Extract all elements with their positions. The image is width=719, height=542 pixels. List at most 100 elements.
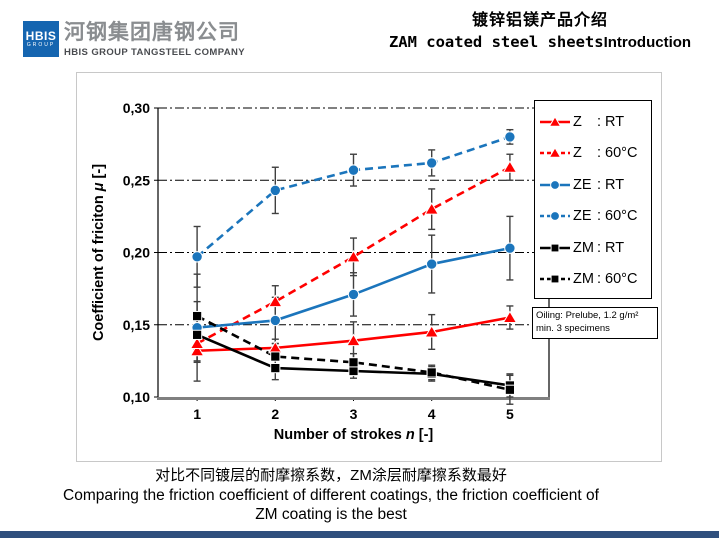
legend-swatch-icon <box>540 211 570 222</box>
slide-title-cn: 镀锌铝镁产品介绍 <box>471 12 608 29</box>
oiling-note-box: Oiling: Prelube, 1.2 g/m² min. 3 specime… <box>532 307 658 339</box>
square-marker <box>270 363 281 374</box>
x-tick-label: 1 <box>193 406 201 422</box>
legend-series-name: ZM <box>573 271 594 288</box>
legend-item-ZM-RT: ZM: RT <box>535 232 651 264</box>
square-marker <box>192 329 203 340</box>
oiling-note-line1: Oiling: Prelube, 1.2 g/m² <box>536 310 639 321</box>
square-marker <box>550 243 560 253</box>
logo-text: 河钢集团唐钢公司 HBIS GROUP TANGSTEEL COMPANY <box>64 21 245 58</box>
square-marker <box>348 365 359 377</box>
triangle-marker <box>424 202 440 215</box>
legend-item-ZE-RT: ZE : RT <box>535 169 651 201</box>
square-marker <box>426 367 437 378</box>
slide-title-en-intro: Introduction <box>603 34 692 51</box>
series-line-ZM-60C <box>196 314 511 392</box>
friction-chart: 0,10 0,15 0,20 0,25 0,30 1 2 3 4 5 Coefficient of … <box>76 72 662 462</box>
slide-title: 镀锌铝镁产品介绍 ZAM coated steel sheetsIntroduc… <box>350 6 719 51</box>
y-tick-label: 0,20 <box>123 245 150 261</box>
legend-swatch-icon <box>540 179 570 190</box>
slide-title-en-mono: ZAM coated steel sheets <box>388 33 604 51</box>
square-marker <box>550 274 560 284</box>
legend-series-condition: : 60°C <box>597 145 638 162</box>
caption-en-line1: Comparing the friction coefficient of di… <box>63 487 599 504</box>
circle-marker <box>550 179 560 190</box>
legend-series-name: ZE <box>573 208 592 225</box>
slide-title-en: ZAM coated steel sheetsIntroduction <box>350 33 719 51</box>
y-tick-label: 0,25 <box>123 172 150 188</box>
legend-series-name: ZE <box>573 176 592 193</box>
legend-item-ZM-60C: ZM: 60°C <box>535 264 651 296</box>
footer-bar <box>0 531 719 538</box>
caption-en-line2: ZM coating is the best <box>255 506 407 523</box>
company-logo: HBIS GROUP 河钢集团唐钢公司 HBIS GROUP TANGSTEEL… <box>23 21 245 58</box>
y-tick-label: 0,30 <box>123 100 150 116</box>
legend-swatch-icon <box>540 274 570 284</box>
legend-series-name: Z <box>573 145 582 162</box>
triangle-marker <box>346 249 361 263</box>
legend-label: ZE : RT <box>573 177 624 193</box>
triangle-marker <box>346 333 361 347</box>
company-name-cn: 河钢集团唐钢公司 <box>64 21 240 44</box>
legend-series-condition: : RT <box>597 239 625 256</box>
chart-legend: Z: RT Z: 60°C ZE: RT ZE: 60°C ZM: RT ZM: 60°C <box>534 100 652 299</box>
x-tick-label: 3 <box>350 406 358 422</box>
x-tick-label: 2 <box>271 406 279 422</box>
square-marker <box>270 351 281 362</box>
triangle-marker <box>424 324 440 338</box>
x-tick-label: 5 <box>506 406 514 422</box>
legend-label: ZE : 60°C <box>573 208 637 224</box>
legend-series-condition: : RT <box>597 113 625 130</box>
legend-item-ZE-60C: ZE : 60°C <box>535 201 651 233</box>
triangle-marker <box>189 336 205 350</box>
legend-item-Z-60C: Z : 60°C <box>535 138 651 170</box>
legend-series-condition: : 60°C <box>597 271 638 288</box>
circle-marker <box>269 314 282 327</box>
legend-swatch-icon <box>540 115 570 127</box>
triangle-marker <box>548 115 562 127</box>
hbis-logo-icon: HBIS GROUP <box>23 21 59 57</box>
logo-hbis-text: HBIS <box>25 28 57 43</box>
circle-marker <box>504 242 516 254</box>
triangle-marker <box>502 160 518 173</box>
series-line-Z-60C <box>196 166 511 345</box>
legend-label: ZM: RT <box>573 240 624 256</box>
legend-series-condition: : 60°C <box>597 208 638 225</box>
circle-marker <box>347 288 360 301</box>
circle-marker <box>426 258 438 270</box>
legend-swatch-icon <box>540 147 570 158</box>
company-name-en: HBIS GROUP TANGSTEEL COMPANY <box>64 47 245 58</box>
logo-group-text: GROUP <box>26 41 56 48</box>
legend-label: Z : 60°C <box>573 145 637 161</box>
y-tick-label: 0,10 <box>123 389 150 405</box>
legend-swatch-icon <box>540 243 570 253</box>
triangle-marker <box>548 147 562 158</box>
x-axis-title: Number of strokes n [-] <box>274 427 434 443</box>
caption-cn: 对比不同镀层的耐摩擦系数，ZM涂层耐摩擦系数最好 <box>155 467 507 484</box>
square-marker <box>504 384 515 395</box>
chart-plot-area: 0,10 0,15 0,20 0,25 0,30 1 2 3 4 5 Coefficient of … <box>91 100 550 443</box>
legend-series-name: ZM <box>573 239 594 256</box>
circle-marker <box>347 164 360 176</box>
y-axis-title: Coefficient of friciton μ [-] <box>91 164 107 341</box>
legend-label: ZM: 60°C <box>573 271 637 287</box>
circle-marker <box>426 157 438 169</box>
x-tick-label: 4 <box>428 406 436 422</box>
circle-marker <box>191 251 203 263</box>
circle-marker <box>550 211 560 222</box>
circle-marker <box>504 131 516 143</box>
y-tick-label: 0,15 <box>123 317 150 333</box>
caption: 对比不同镀层的耐摩擦系数，ZM涂层耐摩擦系数最好 Comparing the f… <box>0 466 662 524</box>
triangle-marker <box>267 294 283 308</box>
square-marker <box>192 310 203 322</box>
circle-marker <box>269 184 282 197</box>
legend-series-name: Z <box>573 113 582 130</box>
square-marker <box>348 357 359 368</box>
triangle-marker <box>189 343 205 357</box>
legend-label: Z : RT <box>573 114 624 130</box>
legend-series-condition: : RT <box>597 176 625 193</box>
oiling-note-line2: min. 3 specimens <box>536 322 610 334</box>
triangle-marker <box>502 310 518 324</box>
legend-item-Z-RT: Z : RT <box>535 106 651 138</box>
